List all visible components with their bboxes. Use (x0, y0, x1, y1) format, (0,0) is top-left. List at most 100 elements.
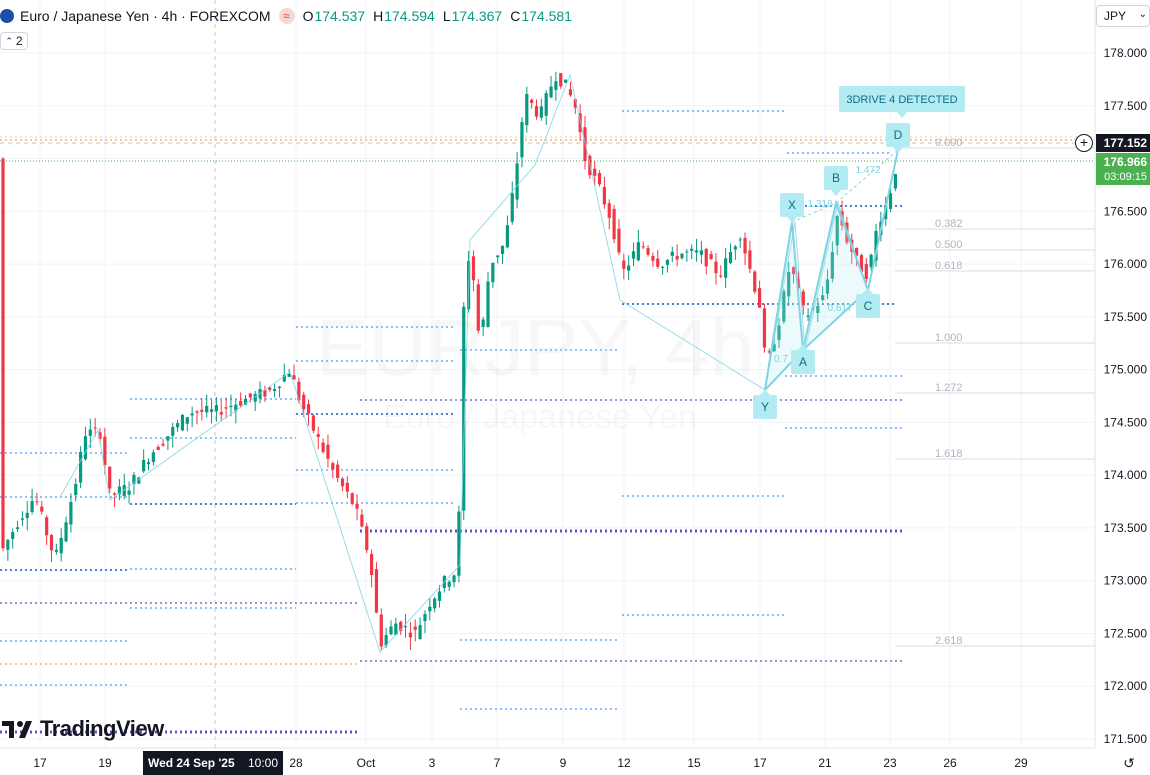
candle-body (617, 228, 621, 253)
chevron-up-icon: ⌃ (5, 35, 13, 46)
candle-body (627, 265, 631, 271)
symbol-title[interactable]: Euro / Japanese Yen · 4h · FOREXCOM (20, 8, 271, 24)
candle-body (714, 261, 718, 274)
price-axis-bg (1095, 0, 1150, 775)
fib-level-label: 0.382 (935, 218, 963, 230)
price-tick-label: 178.000 (1104, 46, 1148, 60)
pattern-point-label: X (788, 198, 796, 212)
candle-body (593, 168, 597, 176)
pattern-point-pointer (863, 288, 873, 294)
harmonic-pattern: 1.472 1.318 0.617 0.7 X A B C D Y 3DRIVE 4 DETECTE… (753, 86, 965, 419)
price-tick-label: 173.500 (1104, 521, 1148, 535)
candle-body (437, 591, 442, 601)
candle-body (496, 255, 500, 258)
pattern-point-pointer (798, 344, 808, 350)
candle-body (704, 248, 708, 267)
fib-level-label: 1.618 (935, 448, 963, 460)
candle-body (365, 526, 369, 551)
candle-body (132, 474, 136, 485)
candle-body (694, 250, 699, 253)
candle-body (510, 193, 514, 222)
candle-body (709, 254, 713, 260)
candle-body (491, 262, 495, 283)
time-tick-label: 26 (943, 756, 957, 770)
pattern-point-pointer (760, 389, 770, 395)
candle-body (782, 291, 786, 322)
candle-body (500, 245, 505, 254)
candle-body (292, 375, 296, 380)
time-tick-label: 17 (753, 756, 767, 770)
candle-body (214, 405, 218, 412)
currency-label: JPY (1104, 9, 1127, 23)
candle-body (11, 532, 15, 539)
time-tick-label: 9 (560, 756, 567, 770)
candle-body (728, 252, 733, 264)
low-label: L (442, 8, 451, 24)
pattern-point-box (753, 395, 777, 419)
candle-body (418, 625, 422, 640)
candle-body (248, 393, 252, 398)
pattern-point-label: D (894, 128, 903, 142)
logo-text: TradingView (40, 716, 164, 741)
watermark-symbol: EURJPY, 4h (316, 303, 755, 392)
candle-body (394, 623, 398, 635)
pattern-point-pointer (787, 217, 797, 223)
candle-body (733, 246, 737, 250)
pattern-point-box (824, 166, 848, 190)
candle-body (15, 527, 20, 529)
pattern-detected-banner: 3DRIVE 4 DETECTED (839, 86, 965, 118)
candle-body (142, 459, 146, 472)
candle-body (457, 511, 461, 576)
time-tick-label: Oct (357, 756, 376, 770)
candle-body (559, 73, 563, 87)
candle-body (103, 436, 107, 465)
last-price-bg (1096, 153, 1150, 185)
indicator-count: 2 (15, 34, 23, 48)
price-tick-label: 175.000 (1104, 363, 1148, 377)
candle-body (195, 411, 199, 413)
fibonacci-extension: 0.000 0.382 0.500 0.618 1.000 1.272 1.618 2.618 (895, 137, 1095, 647)
candle-body (399, 621, 403, 631)
candle-body (476, 284, 480, 331)
candle-body (360, 514, 364, 527)
currency-selector[interactable]: JPY ⌄ (1096, 5, 1150, 27)
candle-body (384, 635, 388, 646)
candle-body (6, 539, 10, 550)
candle-body (651, 255, 655, 261)
close-label: C (510, 8, 521, 24)
candle-body (680, 253, 684, 259)
candle-body (93, 427, 97, 429)
session-indicator-icon[interactable]: ≈ (278, 8, 295, 24)
high-value: 174.594 (384, 8, 435, 24)
candle-body (379, 614, 383, 647)
indicators-toggle-button[interactable]: ⌃ 2 (0, 32, 28, 50)
candle-body (88, 429, 92, 436)
candle-body (156, 446, 160, 450)
candle-body (530, 99, 534, 103)
reset-chart-icon[interactable]: ↺ (1123, 755, 1135, 771)
candle-body (864, 264, 868, 279)
pattern-point-pointer (893, 147, 903, 153)
tradingview-logo[interactable]: TradingView (2, 716, 164, 742)
candle-body (719, 275, 723, 277)
candle-body (447, 581, 451, 587)
candle-body (54, 549, 58, 552)
candle-body (336, 464, 340, 478)
candle-body (108, 466, 112, 489)
candle-body (423, 614, 427, 622)
banner-box (839, 86, 965, 112)
price-tick-label: 177.500 (1104, 99, 1148, 113)
candle-body (855, 247, 859, 256)
candle-body (30, 501, 34, 512)
plus-circle-icon[interactable]: + (1075, 134, 1093, 152)
price-tick-label: 173.000 (1104, 574, 1148, 588)
time-tick-label: 17 (33, 756, 47, 770)
candle-body (185, 417, 189, 424)
pattern-ratio-label: 0.617 (827, 303, 852, 314)
crosshair-time-label: Wed 24 Sep '25 10:00 (143, 751, 283, 775)
candle-body (869, 254, 873, 268)
time-tick-label: 28 (289, 756, 303, 770)
pattern-point-box (780, 193, 804, 217)
pattern-point-x: X (780, 193, 804, 223)
